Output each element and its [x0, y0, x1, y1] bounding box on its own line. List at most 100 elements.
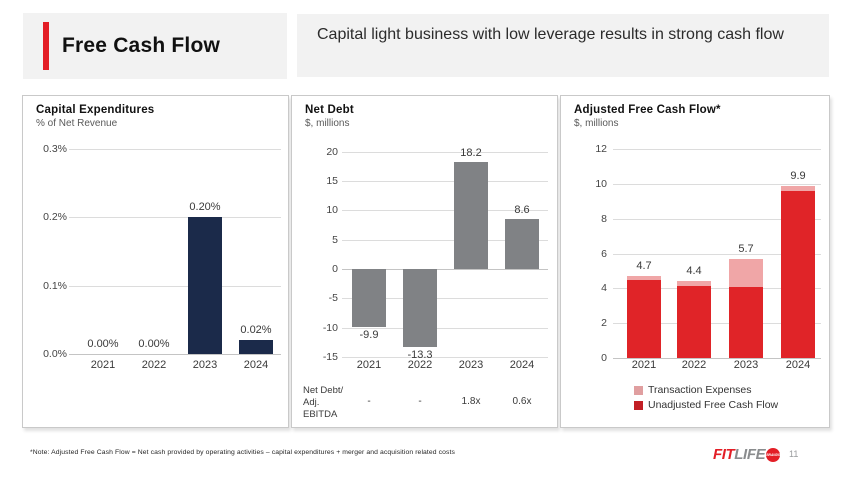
bar-2023 — [188, 217, 222, 354]
bar-2024 — [239, 340, 273, 354]
legend-label: Unadjusted Free Cash Flow — [648, 399, 779, 411]
ebitda-row-value-2021: - — [367, 396, 371, 407]
y-tick-label: 12 — [595, 143, 607, 155]
gridline-0.0% — [69, 354, 281, 355]
ebitda-row-label: Net Debt/ — [303, 385, 344, 396]
y-tick-label: -5 — [328, 292, 338, 305]
footnote: *Note: Adjusted Free Cash Flow = Net cas… — [30, 449, 456, 456]
bar-total-label-2023: 5.7 — [738, 242, 754, 255]
bar-value-label-2023: 0.20% — [189, 201, 221, 214]
x-axis-label-2022: 2022 — [407, 359, 433, 371]
y-tick-label: 0.0% — [43, 348, 67, 360]
x-axis-label-2023: 2023 — [458, 359, 484, 371]
y-tick-label: 8 — [601, 212, 607, 225]
y-tick-label: 5 — [332, 233, 338, 246]
y-tick-label: 0.2% — [43, 211, 67, 224]
y-tick-label: 10 — [595, 177, 607, 190]
legend-item: Unadjusted Free Cash Flow — [634, 399, 778, 411]
fcf-subtitle: $, millions — [574, 118, 619, 129]
x-axis-label-2022: 2022 — [141, 359, 167, 371]
legend-swatch-icon — [634, 385, 643, 395]
gridline--15 — [342, 356, 548, 358]
subtitle-block: Capital light business with low leverage… — [297, 14, 829, 77]
x-axis-label-2023: 2023 — [733, 359, 759, 371]
bar-value-label-2021: -9.9 — [359, 328, 379, 341]
bar-2023 — [454, 162, 488, 269]
capex-subtitle: % of Net Revenue — [36, 118, 118, 129]
gridline--5 — [342, 298, 548, 300]
y-tick-label: 2 — [601, 317, 607, 330]
fcf-title: Adjusted Free Cash Flow* — [574, 104, 721, 116]
bar-total-label-2022: 4.4 — [686, 265, 702, 278]
net-debt-title: Net Debt — [305, 104, 354, 116]
y-tick-label: -10 — [322, 321, 338, 334]
x-axis-label-2024: 2024 — [509, 359, 535, 371]
x-axis-label-2023: 2023 — [192, 359, 218, 371]
bar-segment-2021 — [627, 279, 661, 358]
gridline-0.1% — [69, 285, 281, 287]
x-axis-label-2022: 2022 — [681, 359, 707, 371]
bar-value-label-2024: 0.02% — [240, 324, 272, 337]
net-debt-chart: 20 15 10 5 0 -5 -10 -15 -9.9 2021 -13.3 2022 18.2 202… — [292, 96, 557, 427]
logo-life-text: LIFE — [734, 446, 766, 463]
gridline-12 — [613, 149, 821, 150]
bar-2022 — [403, 269, 437, 347]
fcf-chart: 12 10 8 6 4 2 0 4.7 2021 4.4 2022 5.7 2023 9.9 2024 Tra… — [561, 96, 829, 427]
page-number: 11 — [789, 449, 799, 459]
y-tick-label: 15 — [326, 175, 338, 188]
bar-value-label-2022: -13.3 — [407, 348, 433, 361]
gridline-0 — [613, 358, 821, 359]
y-tick-label: 0 — [601, 352, 607, 364]
bar-value-label-2021: 0.00% — [87, 338, 119, 350]
gridline-20 — [342, 151, 548, 153]
y-tick-label: 10 — [326, 204, 338, 217]
capex-title: Capital Expenditures — [36, 104, 155, 116]
net-debt-panel: Net Debt $, millions 20 15 10 5 0 -5 -10 -15 -9.… — [291, 95, 558, 428]
gridline-0.3% — [69, 149, 281, 150]
bar-segment-2021 — [627, 276, 661, 280]
x-axis-label-2024: 2024 — [243, 359, 269, 371]
bar-total-label-2024: 9.9 — [790, 169, 806, 182]
y-tick-label: 4 — [601, 282, 607, 295]
logo-fit-text: FIT — [713, 446, 735, 463]
gridline-5 — [342, 239, 548, 241]
bar-2024 — [505, 218, 539, 269]
ebitda-row-value-2023: 1.8x — [461, 396, 481, 407]
ebitda-row-value-2022: - — [418, 396, 422, 407]
gridline-6 — [613, 253, 821, 255]
logo-brands-badge: BRANDS — [766, 447, 781, 462]
gridline-0 — [342, 269, 548, 270]
legend-item: Transaction Expenses — [634, 384, 752, 396]
bar-total-label-2021: 4.7 — [636, 260, 652, 273]
bar-segment-2024 — [781, 185, 815, 191]
bar-value-label-2023: 18.2 — [460, 147, 482, 160]
y-tick-label: 20 — [326, 145, 338, 158]
bar-segment-2023 — [729, 286, 763, 358]
page-title: Free Cash Flow — [62, 34, 221, 57]
legend-label: Transaction Expenses — [648, 384, 752, 396]
legend-swatch-icon — [634, 400, 643, 410]
y-tick-label: -15 — [322, 350, 338, 363]
net-debt-subtitle: $, millions — [305, 118, 350, 129]
gridline--10 — [342, 327, 548, 329]
bar-segment-2022 — [677, 285, 711, 358]
capex-panel: Capital Expenditures % of Net Revenue 0.… — [22, 95, 289, 428]
gridline-0.2% — [69, 217, 281, 219]
gridline-2 — [613, 323, 821, 325]
gridline-15 — [342, 181, 548, 183]
gridline-10 — [342, 210, 548, 212]
bar-value-label-2024: 8.6 — [514, 203, 530, 216]
gridline-10 — [613, 183, 821, 185]
fcf-panel: Adjusted Free Cash Flow* $, millions 12 1… — [560, 95, 830, 428]
y-tick-label: 6 — [601, 247, 607, 260]
x-axis-label-2021: 2021 — [90, 359, 116, 371]
gridline-4 — [613, 288, 821, 290]
y-tick-label: 0 — [332, 263, 338, 275]
x-axis-label-2021: 2021 — [356, 359, 382, 371]
x-axis-label-2024: 2024 — [785, 359, 811, 371]
bar-value-label-2022: 0.00% — [138, 338, 170, 350]
x-axis-label-2021: 2021 — [631, 359, 657, 371]
bar-segment-2023 — [729, 258, 763, 287]
fitlife-logo: FIT LIFE BRANDS — [713, 446, 781, 463]
bar-2021 — [352, 269, 386, 327]
